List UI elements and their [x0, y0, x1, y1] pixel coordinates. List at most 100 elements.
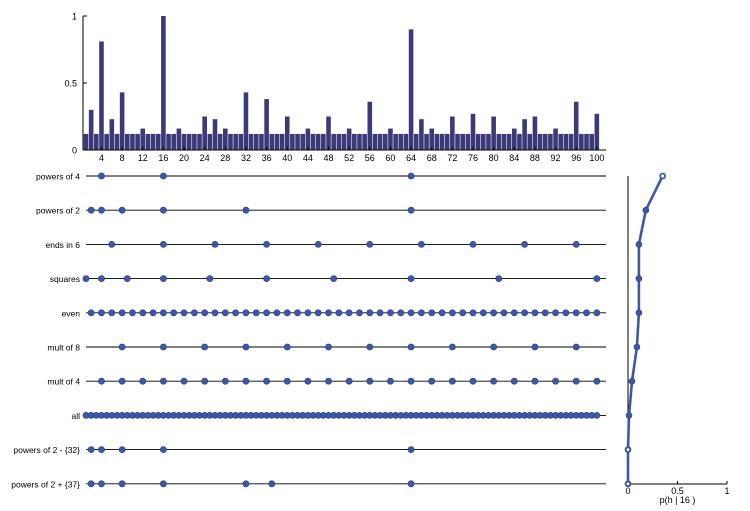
hypothesis-dot [417, 240, 425, 248]
hypothesis-dot [242, 343, 250, 351]
bar [171, 133, 177, 150]
bar [341, 133, 347, 150]
bar [455, 133, 460, 150]
x-tick-label: 56 [365, 153, 375, 163]
row-label: powers of 4 [36, 172, 80, 182]
bar [124, 133, 130, 150]
bar [357, 133, 362, 150]
hypothesis-dot [345, 377, 353, 385]
bar [321, 133, 326, 150]
bar [388, 128, 393, 150]
posterior-point [635, 275, 643, 282]
bar [300, 133, 306, 150]
row-label: powers of 2 - {32} [13, 445, 80, 455]
bar [269, 133, 275, 150]
bar [336, 133, 342, 150]
bar [542, 133, 548, 150]
x-tick-label: 76 [468, 153, 478, 163]
y-tick-label: 0 [72, 146, 77, 156]
hypothesis-dot [263, 309, 270, 317]
bar [259, 133, 264, 150]
bar [558, 133, 564, 150]
posterior-start-marker [659, 173, 666, 179]
bar [233, 133, 238, 150]
hypothesis-dot [572, 377, 580, 385]
bar [444, 133, 450, 150]
bar [506, 133, 512, 150]
hypothesis-dot [330, 275, 338, 282]
hypothesis-dot [201, 309, 209, 317]
x-tick-label: 84 [509, 153, 519, 163]
hypothesis-dot [242, 309, 250, 317]
x-tick-label: 0.5 [671, 486, 684, 496]
x-tick-label: 24 [200, 153, 210, 163]
hypothesis-dot [98, 172, 105, 180]
posterior-line [626, 175, 664, 484]
hypothesis-dot [345, 309, 353, 317]
bar [295, 133, 300, 150]
bar [94, 133, 99, 150]
hypothesis-dot [159, 480, 167, 488]
x-tick-label: 8 [120, 153, 125, 163]
bar [223, 128, 228, 150]
bar [346, 128, 352, 150]
bar [486, 133, 491, 150]
hypothesis-dot [366, 343, 374, 351]
x-tick-label: 1 [724, 486, 729, 496]
hypothesis-dot [407, 377, 415, 385]
bar [382, 133, 388, 150]
hypothesis-dot [314, 309, 322, 317]
x-tick-label: 16 [158, 153, 168, 163]
row-label: mult of 4 [47, 377, 80, 387]
hypothesis-dot [469, 240, 477, 248]
hypothesis-dot [190, 309, 198, 317]
x-tick-label: 32 [241, 153, 251, 163]
hypothesis-dot [206, 275, 214, 282]
bar [228, 133, 233, 150]
hypothesis-dot [572, 240, 580, 248]
hypothesis-dot [123, 275, 131, 282]
hypothesis-dot [232, 309, 240, 317]
bar [135, 133, 140, 150]
bar [315, 133, 321, 150]
hypothesis-dot [407, 206, 415, 214]
x-tick-label: 96 [571, 153, 581, 163]
posterior-point [625, 412, 633, 419]
hypothesis-dot [552, 309, 559, 317]
hypothesis-dot [325, 309, 332, 317]
posterior-point [635, 241, 643, 248]
posterior-point [635, 309, 643, 317]
bar [284, 116, 290, 150]
posterior-line-chart: 0 0.5 1 p(h | 16 ) [624, 172, 730, 505]
hypothesis-dot [139, 309, 147, 317]
hypothesis-dot [98, 480, 105, 488]
hypothesis-dot [98, 206, 105, 214]
bar [238, 133, 244, 150]
bar [290, 133, 295, 150]
hypothesis-dot [118, 343, 126, 351]
bar [305, 128, 311, 150]
bar [424, 133, 429, 150]
bar [594, 113, 600, 150]
bar [109, 119, 115, 150]
hypothesis-dot [180, 309, 188, 317]
x-tick-label: 0 [625, 486, 630, 496]
bar [367, 101, 373, 150]
bar [393, 133, 398, 150]
x-tick-label: 4 [99, 153, 104, 163]
hypothesis-dot [108, 309, 116, 317]
bar [517, 133, 522, 150]
bar [408, 29, 414, 150]
hypothesis-dot [87, 206, 95, 214]
bar [352, 133, 357, 150]
row-label: all [71, 411, 80, 421]
hypothesis-dot [159, 240, 167, 248]
hypothesis-dot [159, 206, 167, 214]
bar [161, 16, 166, 150]
x-tick-label: 60 [385, 153, 395, 163]
posterior-point [628, 377, 636, 385]
hypothesis-dot [108, 240, 116, 248]
x-tick-label: 36 [262, 153, 272, 163]
bar [192, 133, 197, 150]
bar [475, 133, 481, 150]
